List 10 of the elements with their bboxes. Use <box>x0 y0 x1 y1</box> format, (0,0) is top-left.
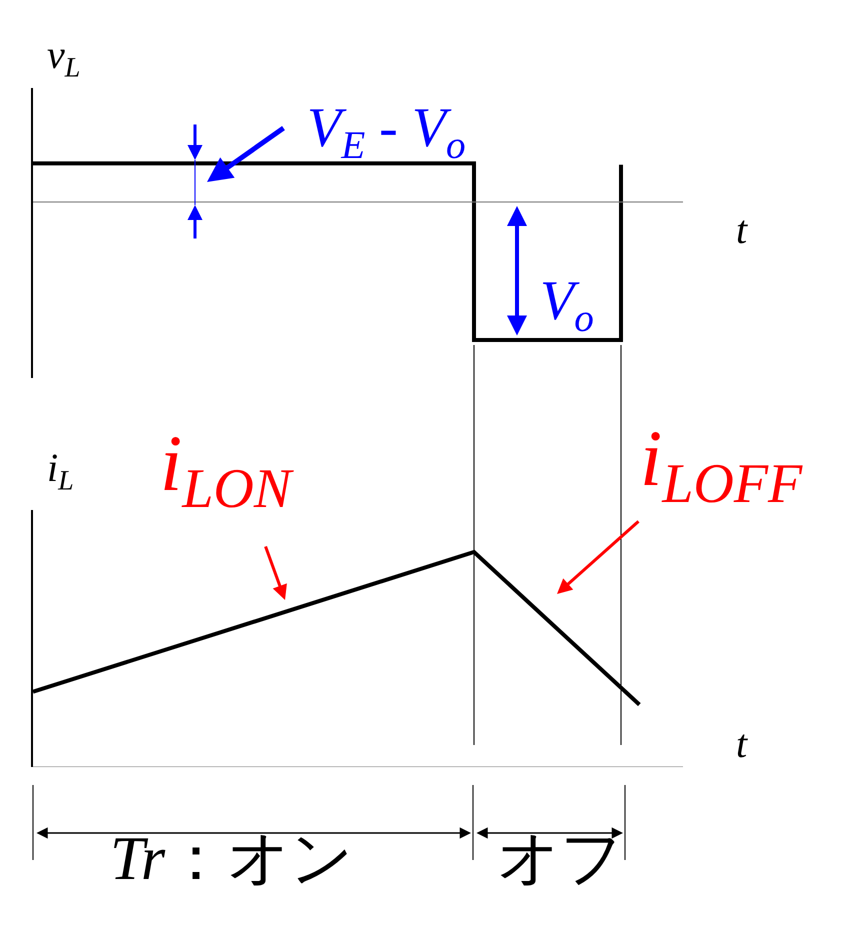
annotation: V$_{o}$ <box>540 270 594 340</box>
text: i$_{LON}$ <box>160 420 294 520</box>
annotation: V$_{E}$ - V$_{o}$ <box>307 97 466 167</box>
y-axis-title: v$_{L}$ <box>47 32 80 84</box>
text: Tr：オン <box>110 825 354 893</box>
text: オフ <box>497 825 623 893</box>
y-axis-title: i$_{L}$ <box>47 445 74 496</box>
x-axis-title: t <box>736 721 748 766</box>
x-axis-title: t <box>736 207 748 252</box>
text: i$_{LOFF}$ <box>640 415 804 515</box>
